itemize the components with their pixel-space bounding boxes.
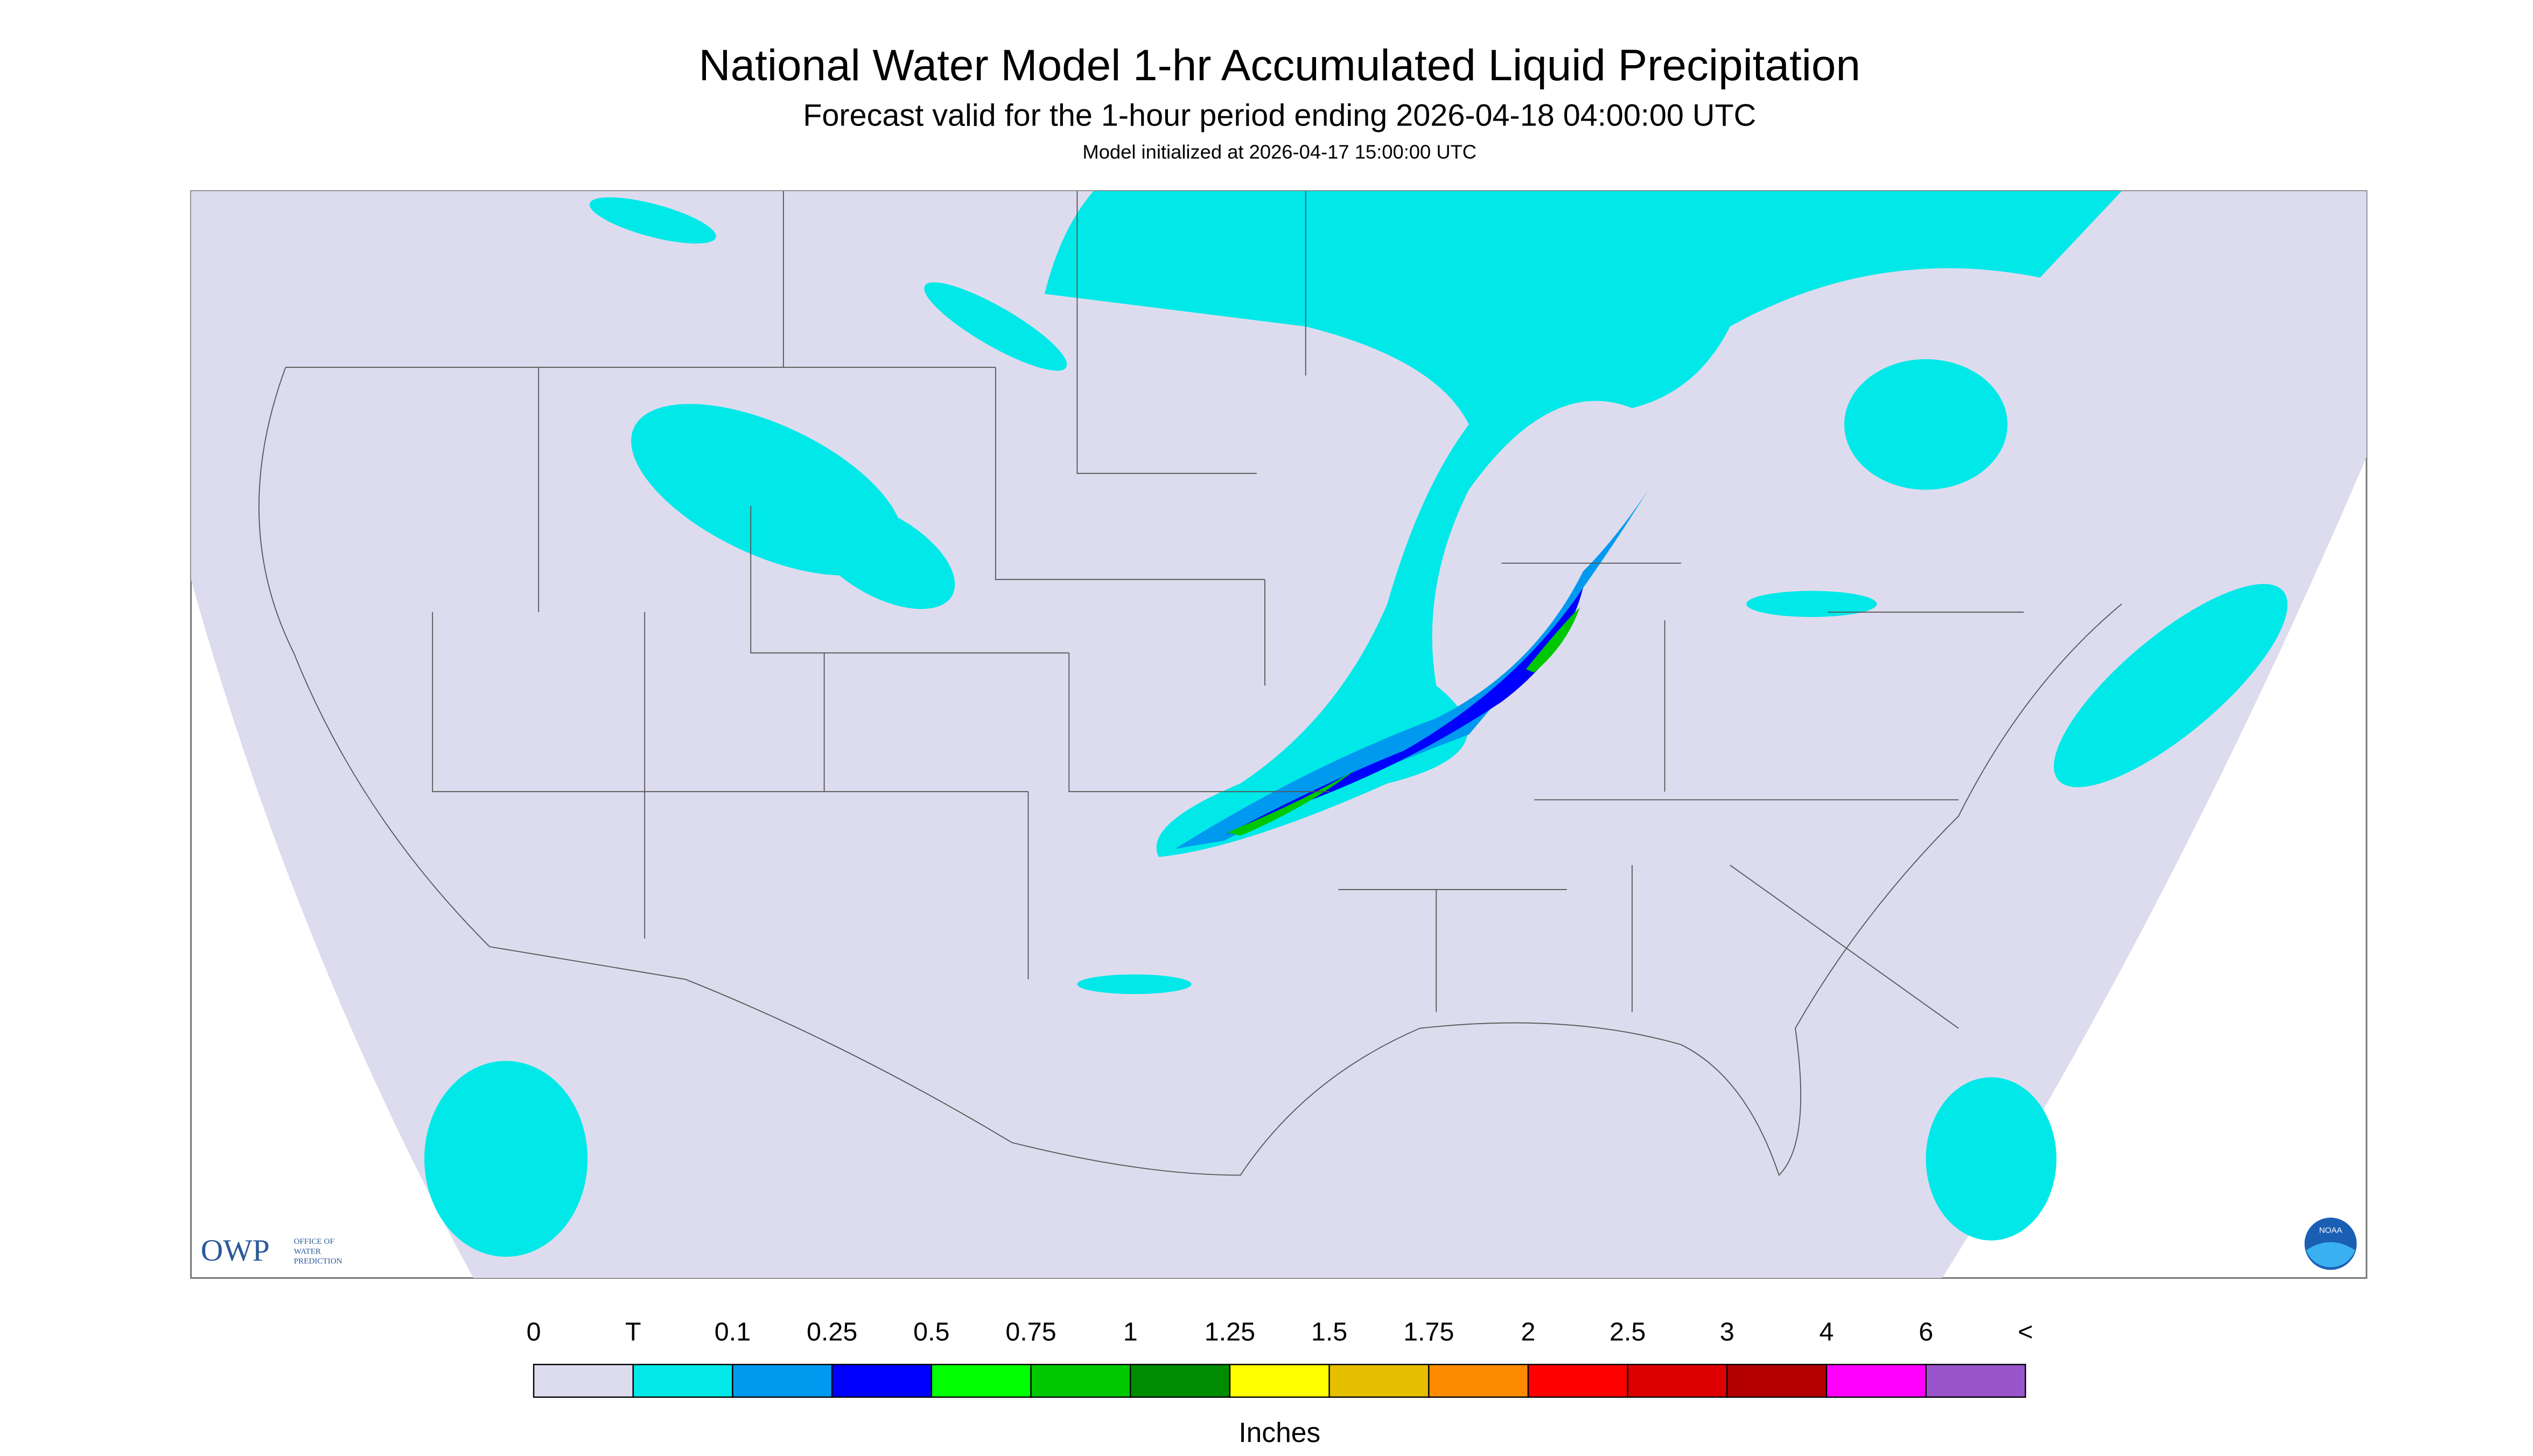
precip-area [924, 282, 1067, 371]
legend-swatch [831, 1363, 933, 1398]
map: OWP OFFICE OF WATER PREDICTION NOAA [190, 190, 2368, 1279]
precip-trace [424, 191, 2288, 1257]
legend-label: 1.75 [1403, 1317, 1454, 1346]
legend-label: 2 [1521, 1317, 1535, 1346]
legend-label: 1.25 [1205, 1317, 1255, 1346]
precip-area [590, 197, 716, 244]
legend-swatch [632, 1363, 733, 1398]
legend-swatch [1825, 1363, 1927, 1398]
legend-swatch [1328, 1363, 1430, 1398]
legend-swatch [1627, 1363, 1728, 1398]
color-legend: 0 T 0.1 0.25 0.5 0.75 1 1.25 1.5 1.75 2 2.5 3 4 6 < [527, 1317, 2033, 1398]
noaa-logo-wave [2306, 1242, 2355, 1268]
legend-label: 1 [1123, 1317, 1138, 1346]
precip-area [1926, 1077, 2056, 1241]
legend-swatch [1925, 1363, 2026, 1398]
precip-area [1044, 191, 2122, 857]
init-time: Model initialized at 2026-04-17 15:00:00… [1082, 141, 1477, 163]
legend-label: T [625, 1317, 641, 1346]
precip-area [2054, 584, 2288, 787]
legend-swatch [533, 1363, 634, 1398]
legend-swatch [1130, 1363, 1231, 1398]
legend-swatch [1428, 1363, 1529, 1398]
legend-label: 0 [527, 1317, 541, 1346]
legend-label: 3 [1720, 1317, 1734, 1346]
precip-area [424, 1061, 588, 1257]
precip-area [1844, 359, 2008, 490]
legend-label: 0.1 [715, 1317, 751, 1346]
legend-unit: Inches [1238, 1417, 1320, 1448]
state-lines [285, 191, 2024, 1029]
legend-label: 0.25 [807, 1317, 857, 1346]
legend-swatch [1527, 1363, 1628, 1398]
subtitle: Forecast valid for the 1-hour period end… [803, 99, 1756, 133]
legend-swatch [1030, 1363, 1131, 1398]
boundaries [258, 191, 2122, 1177]
legend-swatch [1726, 1363, 1828, 1398]
owp-logo-text: OFFICE OF [294, 1237, 334, 1246]
owp-logo-text: PREDICTION [294, 1257, 342, 1266]
noaa-logo-text: NOAA [2319, 1226, 2343, 1235]
legend-swatch [732, 1363, 833, 1398]
owp-logo-text: WATER [294, 1247, 321, 1256]
legend-label: 0.5 [913, 1317, 949, 1346]
title: National Water Model 1-hr Accumulated Li… [699, 41, 1860, 90]
coastline [258, 367, 2122, 1177]
legend-label: 6 [1919, 1317, 1933, 1346]
legend-swatch [1229, 1363, 1330, 1398]
legend-swatch [930, 1363, 1032, 1398]
legend-label: 4 [1820, 1317, 1834, 1346]
precip-area [1077, 974, 1192, 995]
precip-area [808, 501, 955, 609]
legend-label: 1.5 [1311, 1317, 1347, 1346]
legend-label: 2.5 [1610, 1317, 1646, 1346]
precip-area [1746, 591, 1877, 617]
legend-label: 0.75 [1005, 1317, 1056, 1346]
legend-label: < [2018, 1317, 2033, 1346]
owp-logo: OWP [201, 1234, 270, 1268]
